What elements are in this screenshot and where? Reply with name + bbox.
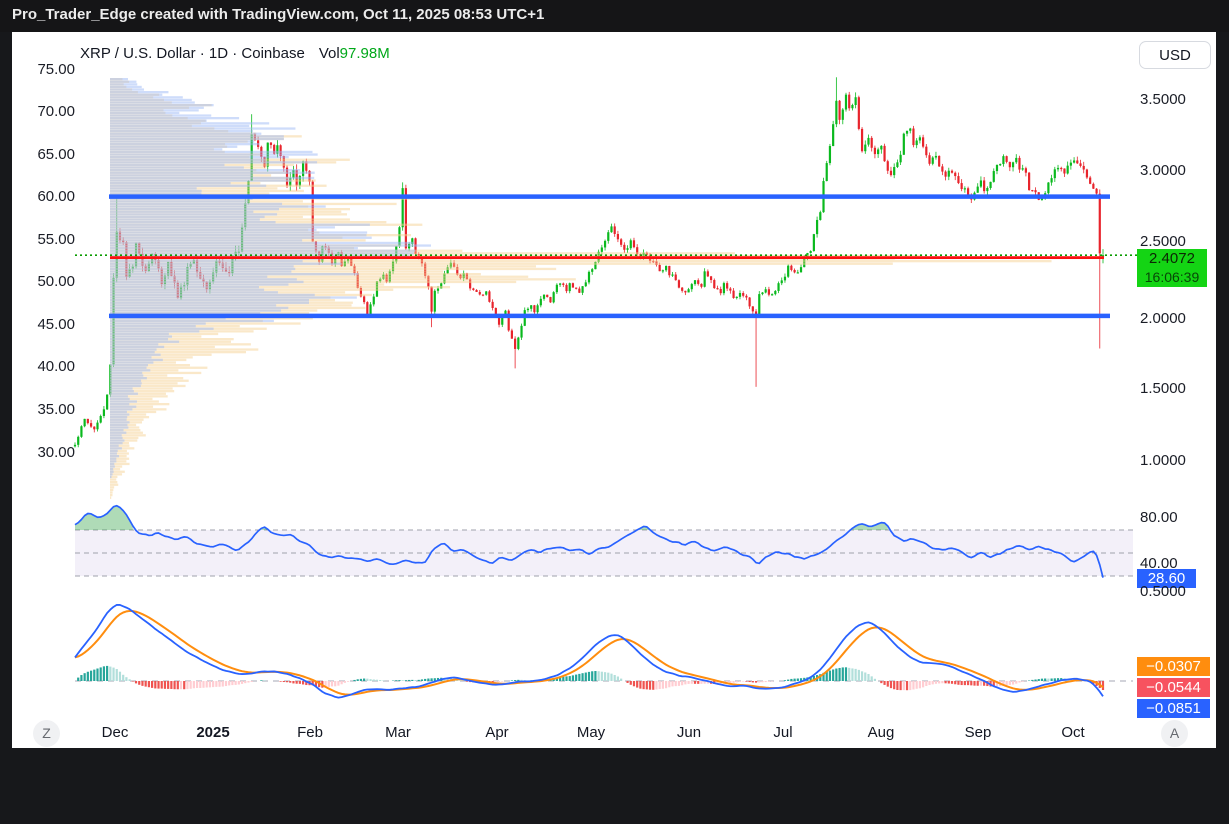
title-bar-text: Pro_Trader_Edge created with TradingView… bbox=[12, 6, 545, 23]
right-axis-tick-0.5000: 0.5000 bbox=[1140, 583, 1186, 600]
time-axis-label-2025: 2025 bbox=[196, 724, 230, 741]
left-axis-tick-45.00: 45.00 bbox=[37, 316, 75, 333]
left-axis-tick-65.00: 65.00 bbox=[37, 146, 75, 163]
time-axis-label-Dec: Dec bbox=[101, 724, 129, 741]
right-axis-tick-3.5000: 3.5000 bbox=[1140, 91, 1186, 108]
chart-legend: XRP / U.S. Dollar · 1D · Coinbase Vol97.9… bbox=[80, 45, 390, 62]
time-axis-label-Jul: Jul bbox=[773, 724, 793, 741]
left-axis-tick-60.00: 60.00 bbox=[37, 188, 75, 205]
left-axis-tick-55.00: 55.00 bbox=[37, 231, 75, 248]
time-axis-label-Sep: Sep bbox=[964, 724, 992, 741]
left-axis-tick-30.00: 30.00 bbox=[37, 444, 75, 461]
macd-signal-badge: −0.0307 bbox=[1137, 657, 1210, 676]
right-axis-tick-3.0000: 3.0000 bbox=[1140, 162, 1186, 179]
time-axis-label-Jun: Jun bbox=[676, 724, 702, 741]
volume-label: Vol bbox=[318, 45, 340, 62]
right-axis-tick-2.5000: 2.5000 bbox=[1140, 233, 1186, 250]
left-axis-tick-75.00: 75.00 bbox=[37, 61, 75, 78]
symbol-title[interactable]: XRP / U.S. Dollar · 1D · Coinbase bbox=[80, 45, 305, 62]
last-price-badge: 2.4072 16:06:39 bbox=[1137, 249, 1207, 287]
title-bar: Pro_Trader_Edge created with TradingView… bbox=[0, 0, 1229, 32]
left-axis-tick-35.00: 35.00 bbox=[37, 401, 75, 418]
rsi-value-badge: 28.60 bbox=[1137, 569, 1196, 588]
auto-scale-button[interactable]: A bbox=[1161, 720, 1188, 747]
right-axis-tick-1.0000: 1.0000 bbox=[1140, 452, 1186, 469]
right-axis-tick-40.00: 40.00 bbox=[1140, 555, 1178, 572]
main-chart-canvas[interactable] bbox=[12, 32, 1216, 748]
last-price-value: 2.4072 bbox=[1149, 250, 1195, 267]
time-axis-label-Feb: Feb bbox=[297, 724, 323, 741]
left-axis-tick-40.00: 40.00 bbox=[37, 358, 75, 375]
time-axis-label-May: May bbox=[576, 724, 606, 741]
volume-value: 97.98M bbox=[339, 45, 390, 62]
currency-toggle-button[interactable]: USD bbox=[1139, 41, 1211, 69]
macd-line-badge: −0.0851 bbox=[1137, 699, 1210, 718]
zoom-out-button[interactable]: Z bbox=[33, 720, 60, 747]
macd-histogram-badge: −0.0544 bbox=[1137, 678, 1210, 697]
time-axis-label-Mar: Mar bbox=[385, 724, 411, 741]
time-axis-label-Apr: Apr bbox=[485, 724, 509, 741]
time-axis-label-Oct: Oct bbox=[1061, 724, 1085, 741]
footer-bar: TradingView bbox=[0, 748, 1229, 824]
time-axis-label-Aug: Aug bbox=[867, 724, 895, 741]
right-axis-tick-2.0000: 2.0000 bbox=[1140, 310, 1186, 327]
right-axis-tick-1.5000: 1.5000 bbox=[1140, 380, 1186, 397]
right-axis-tick-80.00: 80.00 bbox=[1140, 509, 1178, 526]
left-axis-tick-70.00: 70.00 bbox=[37, 103, 75, 120]
left-axis-tick-50.00: 50.00 bbox=[37, 273, 75, 290]
countdown-timer: 16:06:39 bbox=[1144, 269, 1200, 285]
